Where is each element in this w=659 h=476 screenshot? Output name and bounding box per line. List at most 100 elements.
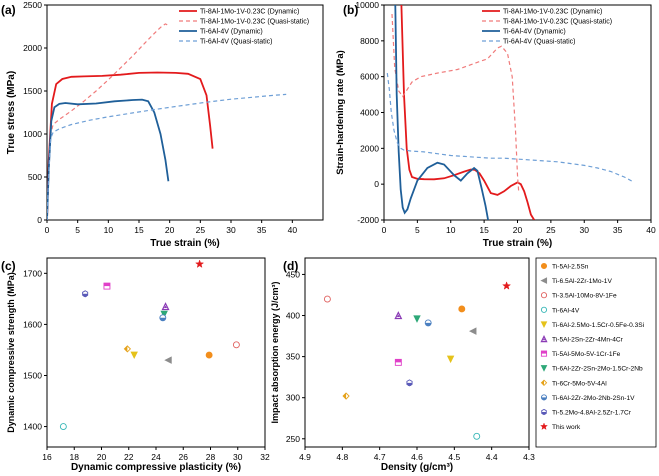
x-tick-label: 4.7 (374, 452, 386, 462)
data-point (82, 290, 89, 298)
data-point (194, 259, 205, 268)
x-tick-label: 32 (260, 452, 270, 462)
x-tick-label: 4.4 (486, 452, 498, 462)
marker-circle (540, 262, 548, 270)
marker-triangle-down (160, 310, 168, 319)
legend-item: Ti-6Al-2Zr-2Sn-2Mo-1.5Cr-2Nb (540, 365, 643, 373)
plot-frame (46, 257, 266, 448)
panel-label: (a) (1, 3, 16, 17)
x-tick-label: 15 (479, 225, 489, 235)
x-tick-label: 30 (580, 225, 590, 235)
legend-label: Ti-6Al-4V (Dynamic) (200, 29, 263, 36)
y-tick-label: 2000 (23, 43, 42, 53)
y-tick-label: 300 (286, 393, 300, 403)
panel-a: 0 5 10 15 20 25 30 35 40 0 500 1000 1500 2000 2500 True… (1, 0, 324, 249)
data-point (130, 351, 138, 360)
marker-diamond-fill (541, 380, 544, 386)
x-tick-label: 0 (45, 225, 50, 235)
y-tick-label: -2000 (357, 215, 379, 225)
legend-label: Ti-6Al-4V (Dynamic) (503, 29, 566, 36)
x-axis-label: Density (g/cm³) (381, 462, 453, 473)
data-point (394, 358, 402, 366)
plot-frame (383, 4, 652, 221)
marker-star (540, 422, 548, 430)
y-tick-label: 0 (374, 179, 379, 189)
y-tick-label: 1500 (23, 370, 42, 380)
y-tick-label: 450 (286, 269, 300, 279)
x-tick-label: 4.6 (411, 452, 423, 462)
x-tick-label: 25 (546, 225, 556, 235)
data-point (123, 345, 132, 353)
series-line-0 (400, 5, 535, 220)
y-tick-label: 1700 (23, 268, 42, 278)
y-tick-label: 10000 (355, 0, 379, 10)
marker-square-fill (395, 359, 402, 363)
x-tick-label: 28 (206, 452, 216, 462)
legend-label: Ti-6Al-2Zr-2Sn-2Mo-1.5Cr-2Nb (552, 366, 643, 373)
y-axis-label: Impact absorption energy (J/cm³) (270, 281, 280, 423)
legend-label: Ti-5Al-2Sn-2Zr-4Mn-4Cr (552, 337, 624, 344)
y-tick-label: 0 (37, 215, 42, 225)
x-tick-label: 0 (382, 225, 387, 235)
marker-diamond-fill (343, 393, 347, 400)
data-point (406, 379, 413, 387)
data-point (103, 282, 111, 290)
x-tick-label: 20 (165, 225, 175, 235)
y-tick-label: 2500 (23, 0, 42, 10)
x-tick-label: 4.9 (299, 452, 311, 462)
y-tick-label: 350 (286, 352, 300, 362)
y-axis-label: True stress (MPa) (6, 71, 17, 154)
marker-hexagon-fill (541, 412, 547, 415)
legend-item: Ti-6Al-2.5Mo-1.5Cr-0.5Fe-0.3Si (540, 321, 645, 329)
y-tick-label: 2000 (360, 143, 379, 153)
series-line-3 (47, 93, 287, 220)
data-point (232, 341, 240, 349)
x-tick-label: 25 (196, 225, 206, 235)
x-tick-label: 5 (75, 225, 80, 235)
y-tick-label: 250 (286, 434, 300, 444)
legend-label: This work (552, 424, 581, 431)
marker-triangle-down (446, 355, 455, 364)
x-tick-label: 20 (513, 225, 523, 235)
data-point (394, 311, 403, 320)
x-axis-label: True strain (%) (150, 238, 219, 249)
y-axis-label: Strain-hardening rate (MPa) (335, 50, 346, 175)
x-tick-label: 35 (613, 225, 623, 235)
y-tick-label: 1000 (23, 129, 42, 139)
marker-circle-open (473, 432, 481, 440)
marker-triangle-down (413, 315, 421, 323)
legend-label: Ti-8Al-1Mo-1V-0.23C (Quasi-static) (503, 19, 612, 26)
marker-triangle-down (540, 321, 548, 329)
y-tick-label: 400 (286, 311, 300, 321)
series-line-2 (394, 5, 489, 220)
data-point (424, 319, 432, 327)
data-point (446, 355, 455, 364)
x-tick-label: 16 (42, 452, 52, 462)
data-point (458, 305, 466, 313)
marker-triangle-up-fill (164, 305, 168, 309)
panel-label: (d) (283, 259, 298, 273)
legend-item: Ti-6Al-4V (540, 306, 580, 314)
panel-b: 0 5 10 15 20 25 30 35 40-20000200040006000800010… (335, 0, 656, 249)
marker-triangle-left (540, 277, 548, 284)
marker-circle-open (232, 341, 240, 349)
y-tick-label: 1400 (23, 422, 42, 432)
marker-triangle-left (164, 356, 172, 364)
legend-item: Ti-6Cr-5Mo-5V-4Al (540, 379, 607, 387)
data-point (501, 281, 512, 290)
panel-label: (b) (343, 3, 358, 17)
legend-item: Ti-5.2Mo-4.8Al-2.5Zr-1.7Cr (541, 408, 632, 417)
y-tick-label: 1600 (23, 319, 42, 329)
legend-label: Ti-5Al-2.5Sn (552, 264, 589, 271)
legend-label: Ti-6Al-2Zr-2Mo-2Nb-2Sn-1V (552, 395, 635, 402)
legend-label: Ti-6.5Al-2Zr-1Mo-1V (552, 278, 612, 285)
marker-hexagon-fill (406, 382, 413, 386)
plot-frame (46, 4, 324, 221)
scatter-legend: Ti-5Al-2.5Sn Ti-6.5Al-2Zr-1Mo-1V Ti-3.5Al-… (535, 257, 657, 448)
marker-star (501, 281, 512, 290)
data-point (160, 310, 168, 319)
x-tick-label: 4.3 (523, 452, 535, 462)
plot-frame (304, 257, 530, 448)
y-axis-label: Dynamic compressive strength (MPa) (6, 272, 16, 433)
